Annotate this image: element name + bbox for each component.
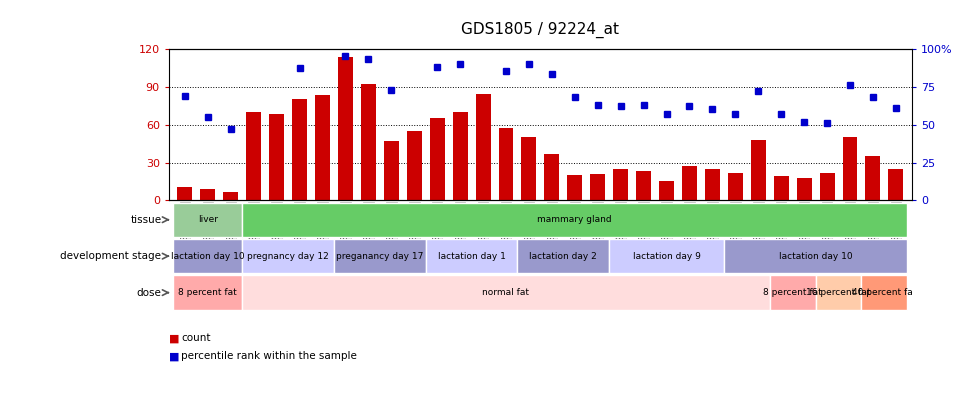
Bar	[223, 192, 238, 200]
Bar	[361, 84, 375, 200]
Bar	[407, 131, 422, 200]
Bar	[476, 94, 490, 200]
Text: lactation day 9: lactation day 9	[633, 252, 701, 261]
Bar	[819, 173, 835, 200]
Bar	[751, 140, 765, 200]
Bar	[705, 169, 720, 200]
Text: lactation day 2: lactation day 2	[530, 252, 597, 261]
Bar	[866, 156, 880, 200]
Bar	[242, 239, 334, 273]
Bar	[842, 137, 858, 200]
Bar	[567, 175, 582, 200]
Bar	[453, 112, 468, 200]
Text: ■: ■	[169, 352, 179, 361]
Bar	[774, 177, 788, 200]
Text: liver: liver	[198, 215, 218, 224]
Bar	[316, 96, 330, 200]
Bar	[682, 166, 697, 200]
Bar	[659, 181, 674, 200]
Bar	[770, 275, 815, 310]
Bar	[636, 171, 651, 200]
Text: preganancy day 17: preganancy day 17	[336, 252, 424, 261]
Text: 16 percent fat: 16 percent fat	[807, 288, 870, 297]
Bar	[178, 187, 192, 200]
Text: pregnancy day 12: pregnancy day 12	[247, 252, 329, 261]
Text: development stage: development stage	[61, 251, 161, 261]
Bar	[544, 153, 560, 200]
Bar	[862, 275, 907, 310]
Bar	[174, 239, 242, 273]
Text: 8 percent fat: 8 percent fat	[763, 288, 822, 297]
Bar	[174, 202, 242, 237]
Text: mammary gland: mammary gland	[538, 215, 612, 224]
Bar	[728, 173, 743, 200]
Bar	[174, 275, 242, 310]
Bar	[517, 239, 609, 273]
Bar	[426, 239, 517, 273]
Bar	[242, 275, 770, 310]
Bar	[797, 178, 812, 200]
Bar	[292, 99, 307, 200]
Bar	[521, 137, 537, 200]
Text: 8 percent fat: 8 percent fat	[179, 288, 237, 297]
Bar	[269, 115, 284, 200]
Text: lactation day 1: lactation day 1	[438, 252, 506, 261]
Bar	[242, 202, 907, 237]
Bar	[246, 112, 262, 200]
Text: lactation day 10: lactation day 10	[171, 252, 245, 261]
Text: tissue: tissue	[130, 215, 161, 225]
Bar	[609, 239, 724, 273]
Text: dose: dose	[137, 288, 161, 298]
Text: normal fat: normal fat	[482, 288, 530, 297]
Bar	[338, 58, 353, 200]
Bar	[429, 118, 445, 200]
Text: lactation day 10: lactation day 10	[779, 252, 852, 261]
Text: GDS1805 / 92224_at: GDS1805 / 92224_at	[461, 22, 620, 38]
Bar	[724, 239, 907, 273]
Text: percentile rank within the sample: percentile rank within the sample	[181, 352, 357, 361]
Bar	[613, 169, 628, 200]
Bar	[889, 169, 903, 200]
Bar	[201, 189, 215, 200]
Bar	[334, 239, 426, 273]
Text: 40 percent fat: 40 percent fat	[852, 288, 917, 297]
Bar	[815, 275, 862, 310]
Text: count: count	[181, 333, 211, 343]
Bar	[499, 128, 513, 200]
Text: ■: ■	[169, 333, 179, 343]
Bar	[384, 141, 399, 200]
Bar	[591, 174, 605, 200]
